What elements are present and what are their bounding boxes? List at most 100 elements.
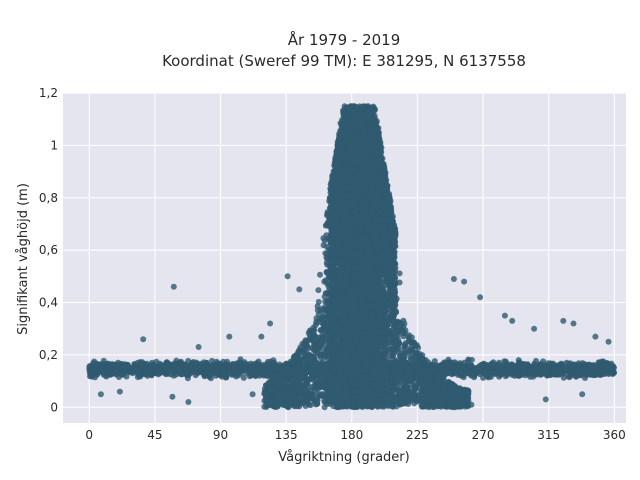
data-point xyxy=(290,381,297,388)
data-point xyxy=(314,400,321,407)
data-point xyxy=(401,343,408,350)
data-point xyxy=(276,381,282,388)
data-point xyxy=(276,397,283,404)
data-point xyxy=(441,386,448,393)
data-point xyxy=(268,387,275,394)
data-point xyxy=(496,373,503,380)
data-point xyxy=(136,366,143,373)
data-point xyxy=(301,361,308,368)
data-point xyxy=(294,371,301,378)
data-point xyxy=(301,340,308,347)
data-point xyxy=(406,332,413,339)
data-point xyxy=(290,390,297,397)
data-point xyxy=(472,366,479,373)
data-point xyxy=(515,369,522,376)
data-point xyxy=(399,354,406,361)
data-point xyxy=(238,369,245,376)
data-point xyxy=(230,362,237,369)
data-point xyxy=(587,369,594,376)
data-point xyxy=(446,368,453,375)
data-point xyxy=(265,399,272,406)
data-point xyxy=(427,380,434,386)
data-point xyxy=(508,364,515,371)
data-point xyxy=(420,357,427,364)
data-point xyxy=(92,367,99,374)
data-point xyxy=(410,349,417,356)
data-point xyxy=(542,368,549,375)
data-point xyxy=(515,357,522,364)
data-point xyxy=(147,362,154,369)
chart-title-line2: Koordinat (Sweref 99 TM): E 381295, N 61… xyxy=(162,52,526,70)
data-point xyxy=(296,395,303,402)
data-point xyxy=(462,366,469,373)
data-point xyxy=(287,358,294,365)
data-point xyxy=(540,358,547,365)
data-point xyxy=(552,364,559,371)
data-point xyxy=(140,360,147,367)
data-point xyxy=(109,369,116,376)
data-point xyxy=(604,362,611,369)
data-point xyxy=(453,368,460,375)
data-point xyxy=(406,338,413,345)
data-point xyxy=(131,361,138,368)
data-point xyxy=(158,368,165,375)
data-point xyxy=(304,352,311,359)
data-point xyxy=(294,363,301,370)
data-point xyxy=(315,343,322,350)
data-point xyxy=(432,384,439,391)
data-point xyxy=(445,402,452,409)
data-point xyxy=(465,356,472,363)
data-point xyxy=(576,364,583,371)
data-point xyxy=(308,387,315,394)
data-point xyxy=(122,365,129,371)
data-point xyxy=(193,365,199,372)
data-point xyxy=(573,373,579,380)
data-point xyxy=(406,367,413,374)
data-point xyxy=(137,373,144,380)
data-point xyxy=(437,363,444,370)
data-point xyxy=(98,362,105,369)
data-point xyxy=(413,381,420,388)
data-point xyxy=(422,365,429,372)
data-point xyxy=(467,362,473,369)
data-point xyxy=(264,358,271,365)
data-point xyxy=(302,386,309,393)
data-point xyxy=(419,352,426,359)
data-point xyxy=(240,374,247,381)
data-point xyxy=(449,395,456,402)
data-point xyxy=(464,395,471,402)
data-point xyxy=(419,387,426,394)
data-point xyxy=(259,367,266,374)
data-point xyxy=(435,378,441,385)
data-point xyxy=(261,390,268,397)
data-point xyxy=(527,367,534,373)
data-point xyxy=(456,385,463,392)
data-point xyxy=(302,381,309,388)
data-point xyxy=(503,362,510,369)
data-point xyxy=(416,367,422,374)
data-point xyxy=(436,371,443,378)
data-point xyxy=(294,351,301,358)
data-point xyxy=(271,363,278,370)
data-point xyxy=(607,368,614,375)
data-point xyxy=(414,398,421,405)
data-point xyxy=(492,364,499,370)
data-point xyxy=(486,368,493,375)
data-point xyxy=(423,397,430,404)
data-point xyxy=(275,391,282,398)
data-point xyxy=(265,370,272,377)
data-point xyxy=(460,402,466,409)
data-point xyxy=(430,366,437,373)
data-point xyxy=(592,364,599,371)
data-point xyxy=(480,370,487,376)
data-point xyxy=(284,391,291,397)
data-point xyxy=(469,372,476,378)
data-point xyxy=(521,363,528,370)
data-point xyxy=(247,368,254,375)
data-point xyxy=(288,371,295,378)
data-point xyxy=(241,359,248,366)
data-point xyxy=(297,383,304,390)
data-point xyxy=(203,359,210,366)
data-point xyxy=(317,271,323,278)
